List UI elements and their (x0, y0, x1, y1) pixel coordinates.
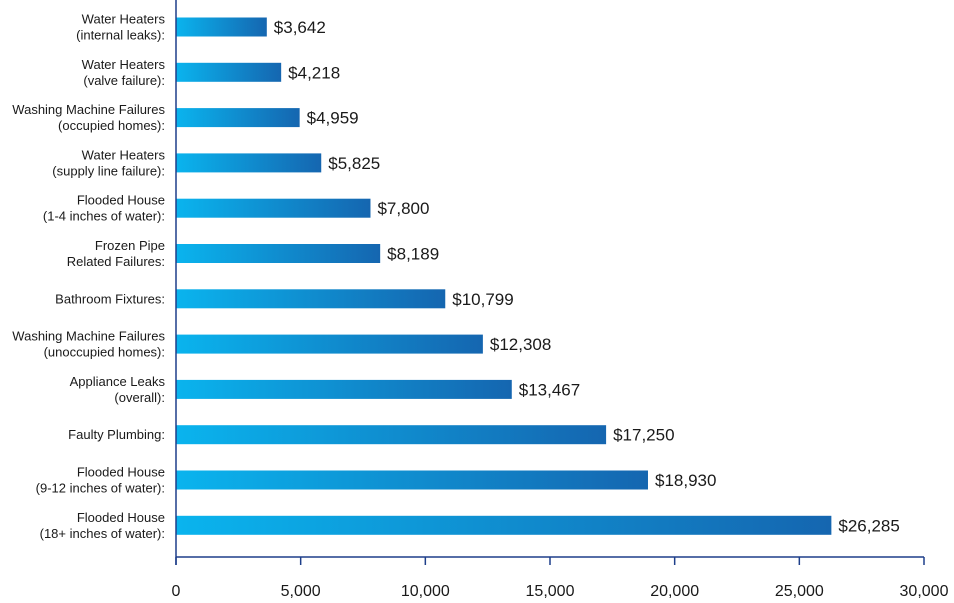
axes-group: 0 5,000 10,000 15,000 20,000 25,000 30,000 (172, 0, 949, 600)
data-label: $17,250 (613, 426, 674, 445)
bar (176, 515, 832, 535)
data-label: $10,799 (452, 290, 513, 309)
bar (176, 470, 648, 490)
data-label: $4,959 (307, 109, 359, 128)
data-label: $4,218 (288, 63, 340, 82)
category-label: Water Heaters (internal leaks): (76, 12, 165, 43)
bar (176, 425, 607, 445)
bar (176, 153, 322, 173)
value-labels-group: $3,642 $4,218 $4,959 $5,825 $7,800 $8,189 $10,… (274, 18, 900, 535)
data-label: $26,285 (838, 516, 899, 535)
x-tick-label: 25,000 (775, 583, 824, 600)
bars-group (176, 17, 832, 535)
category-label: Faulty Plumbing: (68, 427, 165, 442)
bar (176, 198, 371, 218)
category-label: Washing Machine Failures (unoccupied home… (12, 329, 165, 360)
data-label: $18,930 (655, 471, 716, 490)
bar (176, 17, 267, 37)
bar (176, 108, 300, 128)
category-label: Frozen Pipe Related Failures: (67, 238, 165, 269)
x-tick-label: 30,000 (900, 583, 949, 600)
data-label: $12,308 (490, 335, 551, 354)
bar (176, 289, 446, 309)
data-label: $3,642 (274, 18, 326, 37)
x-tick-label: 0 (172, 583, 181, 600)
category-labels-group: Water Heaters (internal leaks): Water Heat… (12, 12, 165, 541)
x-tick-label: 20,000 (650, 583, 699, 600)
x-tick-label: 15,000 (526, 583, 575, 600)
bar (176, 62, 282, 82)
category-label: Flooded House (18+ inches of water): (40, 510, 165, 541)
category-label: Flooded House (9-12 inches of water): (36, 465, 165, 496)
data-label: $13,467 (519, 380, 580, 399)
data-label: $8,189 (387, 245, 439, 264)
bar (176, 379, 512, 399)
category-label: Flooded House (1-4 inches of water): (43, 193, 165, 224)
category-label: Appliance Leaks (overall): (70, 374, 166, 405)
category-label: Bathroom Fixtures: (55, 291, 165, 306)
bar (176, 244, 381, 263)
data-label: $7,800 (377, 199, 429, 218)
category-label: Water Heaters (supply line failure): (52, 147, 165, 178)
x-tick-label: 5,000 (281, 583, 321, 600)
x-tick-label: 10,000 (401, 583, 450, 600)
data-label: $5,825 (328, 154, 380, 173)
bar (176, 334, 483, 354)
category-label: Water Heaters (valve failure): (82, 57, 166, 88)
category-label: Washing Machine Failures (occupied homes)… (12, 102, 165, 133)
